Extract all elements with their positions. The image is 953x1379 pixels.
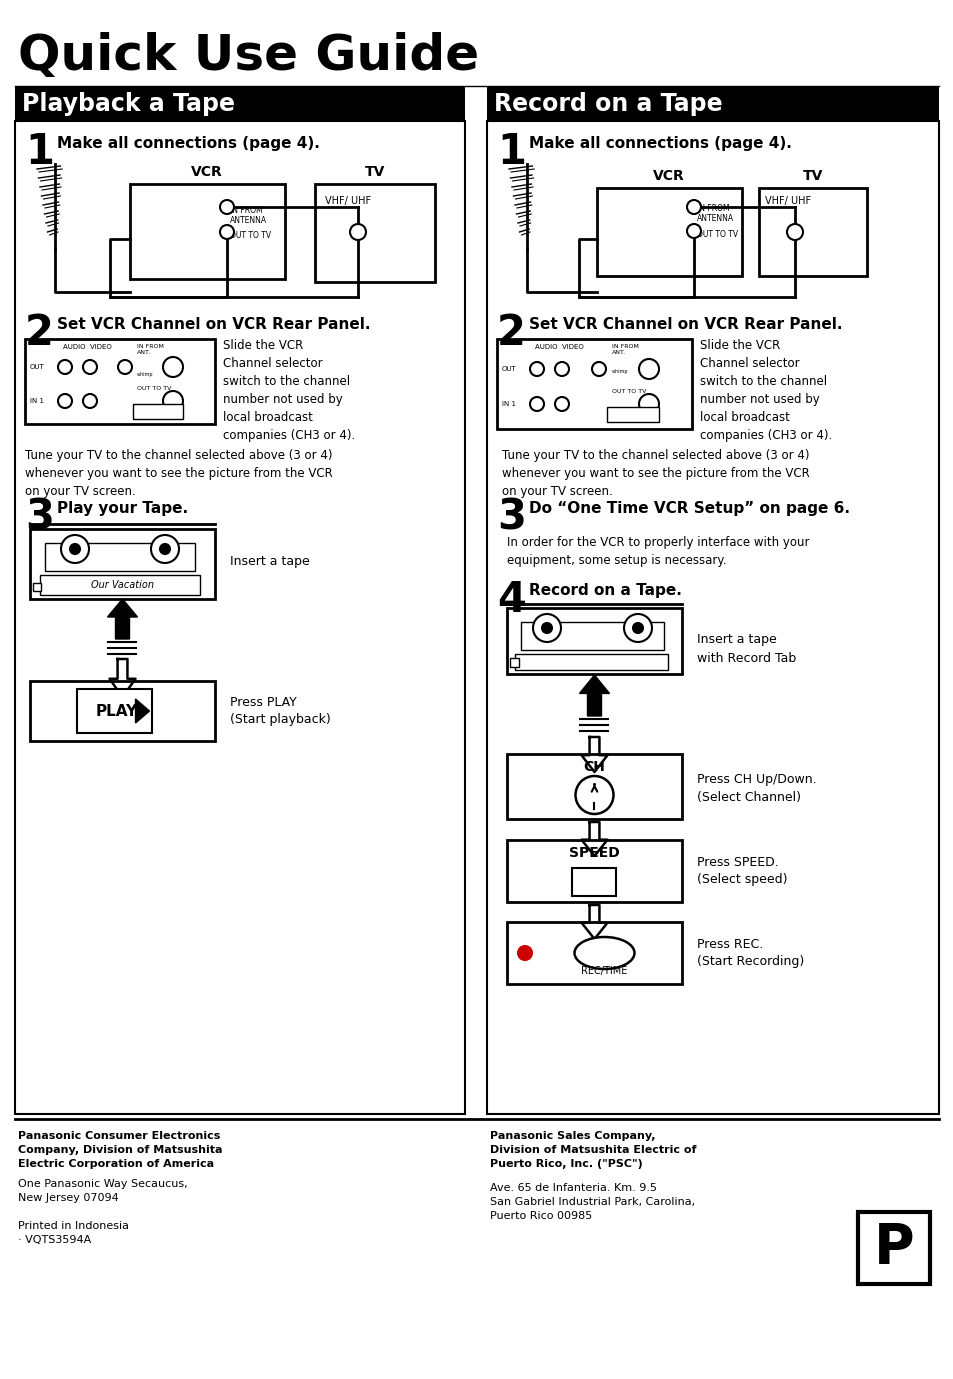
Circle shape — [61, 535, 89, 563]
Bar — [132, 404, 183, 419]
Text: REC/TIME: REC/TIME — [580, 967, 627, 976]
Bar — [486, 121, 938, 1114]
Text: TV: TV — [802, 170, 822, 183]
Text: Slide the VCR
Channel selector
switch to the channel
number not used by
local br: Slide the VCR Channel selector switch to… — [700, 339, 831, 443]
Text: P: P — [873, 1220, 913, 1276]
Text: Printed in Indonesia
· VQTS3594A: Printed in Indonesia · VQTS3594A — [18, 1220, 129, 1245]
Text: 2: 2 — [25, 312, 53, 354]
Text: In order for the VCR to properly interface with your
equipment, some setup is ne: In order for the VCR to properly interfa… — [506, 536, 809, 567]
Circle shape — [623, 614, 651, 643]
Bar — [15, 121, 464, 1114]
Circle shape — [555, 397, 568, 411]
Circle shape — [58, 394, 71, 408]
Text: Insert a tape: Insert a tape — [230, 554, 310, 568]
Ellipse shape — [574, 936, 634, 969]
Text: Make all connections (page 4).: Make all connections (page 4). — [529, 137, 791, 150]
Circle shape — [541, 623, 552, 633]
Circle shape — [70, 543, 80, 554]
Bar — [30, 530, 214, 598]
Bar — [30, 681, 214, 741]
Text: VCR: VCR — [191, 165, 223, 179]
Text: Press PLAY
(Start playback): Press PLAY (Start playback) — [230, 695, 331, 727]
Circle shape — [163, 392, 183, 411]
Text: 3: 3 — [25, 496, 54, 539]
Bar — [130, 183, 285, 279]
Text: Record on a Tape.: Record on a Tape. — [529, 583, 681, 598]
Circle shape — [592, 363, 605, 376]
Bar — [25, 339, 214, 423]
Bar — [314, 183, 435, 281]
Circle shape — [517, 946, 532, 960]
Text: OUT TO TV: OUT TO TV — [137, 386, 172, 392]
Text: 1: 1 — [497, 131, 525, 172]
Circle shape — [686, 223, 700, 239]
Circle shape — [530, 363, 543, 376]
Text: 3 CH 4: 3 CH 4 — [137, 404, 158, 410]
Text: Tune your TV to the channel selected above (3 or 4)
whenever you want to see the: Tune your TV to the channel selected abo… — [25, 450, 333, 498]
Bar — [40, 575, 200, 594]
Text: IN 1: IN 1 — [501, 401, 516, 407]
Bar — [857, 1212, 929, 1284]
Circle shape — [58, 360, 71, 374]
Text: OUT TO TV: OUT TO TV — [230, 232, 271, 240]
Circle shape — [686, 200, 700, 214]
Text: Set VCR Channel on VCR Rear Panel.: Set VCR Channel on VCR Rear Panel. — [529, 317, 841, 332]
Bar — [520, 622, 663, 650]
Circle shape — [530, 397, 543, 411]
Text: IN 1: IN 1 — [30, 399, 44, 404]
Circle shape — [83, 394, 97, 408]
Bar — [572, 867, 616, 896]
Text: OUT TO TV: OUT TO TV — [612, 389, 646, 394]
Text: Do “One Time VCR Setup” on page 6.: Do “One Time VCR Setup” on page 6. — [529, 501, 849, 516]
Circle shape — [639, 394, 659, 414]
Bar — [506, 840, 681, 902]
Text: Make all connections (page 4).: Make all connections (page 4). — [57, 137, 319, 150]
Bar — [497, 339, 691, 429]
Circle shape — [220, 200, 233, 214]
Circle shape — [220, 225, 233, 239]
Text: VHF/ UHF: VHF/ UHF — [325, 196, 371, 205]
Text: Playback a Tape: Playback a Tape — [22, 92, 234, 116]
Text: Our Vacation: Our Vacation — [91, 581, 153, 590]
Circle shape — [160, 543, 170, 554]
Text: Press REC.
(Start Recording): Press REC. (Start Recording) — [697, 938, 803, 968]
Polygon shape — [135, 699, 150, 723]
Text: Play your Tape.: Play your Tape. — [57, 501, 188, 516]
Text: OUT TO TV: OUT TO TV — [697, 230, 738, 239]
Text: whimp: whimp — [137, 372, 153, 376]
Bar — [597, 188, 741, 276]
Text: PLAY: PLAY — [95, 703, 137, 718]
Text: 2: 2 — [497, 312, 525, 354]
Polygon shape — [578, 674, 609, 716]
Text: VHF/ UHF: VHF/ UHF — [764, 196, 810, 205]
Text: OUT: OUT — [30, 364, 45, 370]
Bar — [486, 87, 938, 121]
Text: Record on a Tape: Record on a Tape — [494, 92, 721, 116]
Text: 4: 4 — [497, 579, 525, 621]
Text: Press CH Up/Down.
(Select Channel): Press CH Up/Down. (Select Channel) — [697, 774, 816, 804]
Text: AUDIO  VIDEO: AUDIO VIDEO — [535, 343, 583, 350]
Circle shape — [350, 223, 366, 240]
Text: SPEED: SPEED — [569, 845, 619, 860]
Bar — [510, 658, 518, 667]
Bar — [77, 690, 152, 734]
Bar — [15, 87, 464, 121]
Text: CH: CH — [583, 760, 605, 774]
Text: Panasonic Sales Company,
Division of Matsushita Electric of
Puerto Rico, Inc. (": Panasonic Sales Company, Division of Mat… — [490, 1131, 696, 1169]
Circle shape — [83, 360, 97, 374]
Circle shape — [633, 623, 642, 633]
Text: 3: 3 — [497, 496, 525, 539]
Text: VCR: VCR — [653, 170, 684, 183]
Text: 3 CH 4: 3 CH 4 — [612, 407, 633, 412]
Text: Tune your TV to the channel selected above (3 or 4)
whenever you want to see the: Tune your TV to the channel selected abo… — [501, 450, 809, 498]
Text: IN FROM
ANT.: IN FROM ANT. — [137, 343, 164, 354]
Bar — [45, 543, 194, 571]
Circle shape — [163, 357, 183, 376]
Text: Quick Use Guide: Quick Use Guide — [18, 32, 478, 80]
Text: Slide the VCR
Channel selector
switch to the channel
number not used by
local br: Slide the VCR Channel selector switch to… — [223, 339, 355, 443]
Bar — [33, 583, 41, 592]
Text: IN FROM
ANTENNA: IN FROM ANTENNA — [697, 204, 734, 223]
Circle shape — [533, 614, 560, 643]
Bar — [506, 923, 681, 985]
Circle shape — [786, 223, 802, 240]
